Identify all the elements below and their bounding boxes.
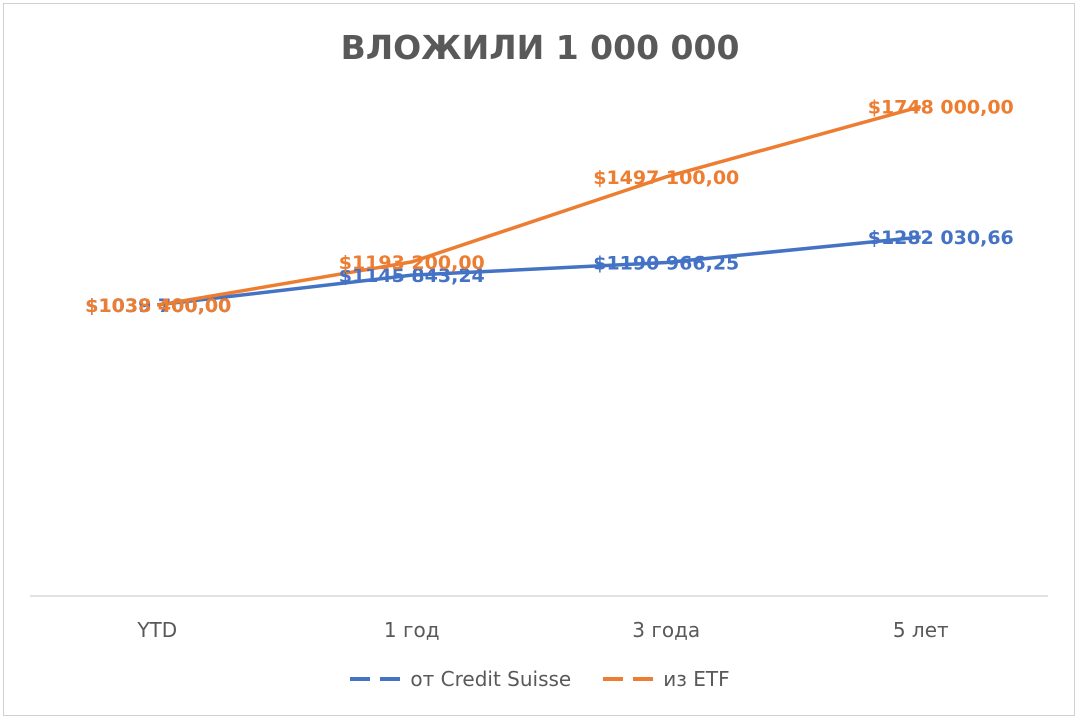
x-tick-label: 5 лет — [893, 618, 949, 642]
legend-label-credit-suisse: от Credit Suisse — [410, 667, 572, 691]
series-line-credit-suisse — [157, 235, 921, 307]
data-label: $1038 400,00 — [85, 295, 231, 317]
legend-swatch-credit-suisse — [350, 677, 401, 681]
x-tick-label: 1 год — [384, 618, 440, 642]
x-tick-label: 3 года — [632, 618, 700, 642]
data-label: $1190 966,25 — [593, 253, 739, 275]
legend-item-etf: из ETF — [603, 667, 730, 691]
chart-frame — [3, 3, 1075, 716]
data-label: $1748 000,00 — [868, 97, 1014, 119]
legend-swatch-etf — [603, 677, 654, 681]
legend-item-credit-suisse: от Credit Suisse — [350, 667, 571, 691]
data-label: $1145 843,24 — [339, 265, 485, 287]
legend: от Credit Suisse из ETF — [0, 667, 1080, 691]
data-label: $1282 030,66 — [868, 227, 1014, 249]
x-tick-label: YTD — [136, 618, 177, 642]
chart-title: ВЛОЖИЛИ 1 000 000 — [340, 28, 740, 67]
data-label: $1039 700,00 — [85, 295, 231, 317]
legend-label-etf: из ETF — [663, 667, 730, 691]
data-label: $1497 100,00 — [593, 167, 739, 189]
series-line-etf — [156, 104, 922, 307]
data-label: $1193 200,00 — [339, 252, 485, 274]
